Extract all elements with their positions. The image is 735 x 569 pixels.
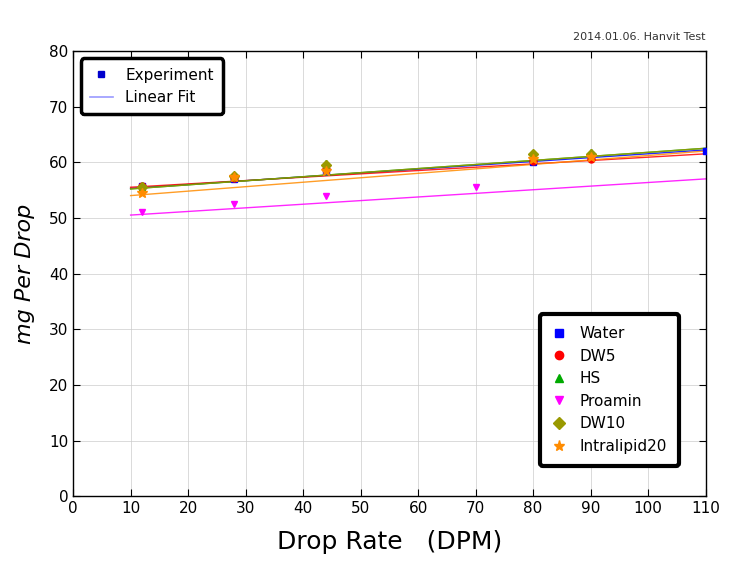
Intralipid20 xyxy=(230,174,239,180)
Line: DW10: DW10 xyxy=(139,150,594,191)
DW5 xyxy=(322,166,331,172)
Proamin xyxy=(322,192,331,199)
Intralipid20 xyxy=(587,153,595,160)
Line: HS: HS xyxy=(139,149,594,191)
Line: Water: Water xyxy=(139,147,709,189)
Water xyxy=(322,167,331,174)
Line: Proamin: Proamin xyxy=(139,184,479,216)
Water xyxy=(137,182,146,189)
HS xyxy=(230,173,239,180)
Line: DW5: DW5 xyxy=(139,156,594,189)
DW5 xyxy=(587,156,595,163)
Proamin xyxy=(137,209,146,216)
Water xyxy=(230,175,239,182)
HS xyxy=(587,149,595,155)
DW10 xyxy=(137,184,146,191)
DW5 xyxy=(528,158,537,164)
Line: Intralipid20: Intralipid20 xyxy=(137,152,595,197)
Proamin xyxy=(230,200,239,207)
Intralipid20 xyxy=(528,156,537,163)
Water xyxy=(587,153,595,160)
Y-axis label: mg Per Drop: mg Per Drop xyxy=(15,203,35,344)
Text: 2014.01.06. Hanvit Test: 2014.01.06. Hanvit Test xyxy=(573,32,706,42)
DW10 xyxy=(322,162,331,168)
Water xyxy=(701,147,710,154)
DW10 xyxy=(230,173,239,180)
DW5 xyxy=(137,182,146,189)
DW10 xyxy=(528,150,537,157)
Legend: Water, DW5, HS, Proamin, DW10, Intralipid20: Water, DW5, HS, Proamin, DW10, Intralipi… xyxy=(539,314,679,467)
HS xyxy=(322,160,331,167)
Water xyxy=(528,159,537,166)
HS xyxy=(528,150,537,157)
Intralipid20 xyxy=(322,167,331,174)
DW5 xyxy=(230,174,239,181)
HS xyxy=(137,184,146,191)
X-axis label: Drop Rate   (DPM): Drop Rate (DPM) xyxy=(276,530,502,554)
Intralipid20 xyxy=(137,189,146,196)
DW10 xyxy=(587,150,595,157)
Proamin xyxy=(471,184,480,191)
